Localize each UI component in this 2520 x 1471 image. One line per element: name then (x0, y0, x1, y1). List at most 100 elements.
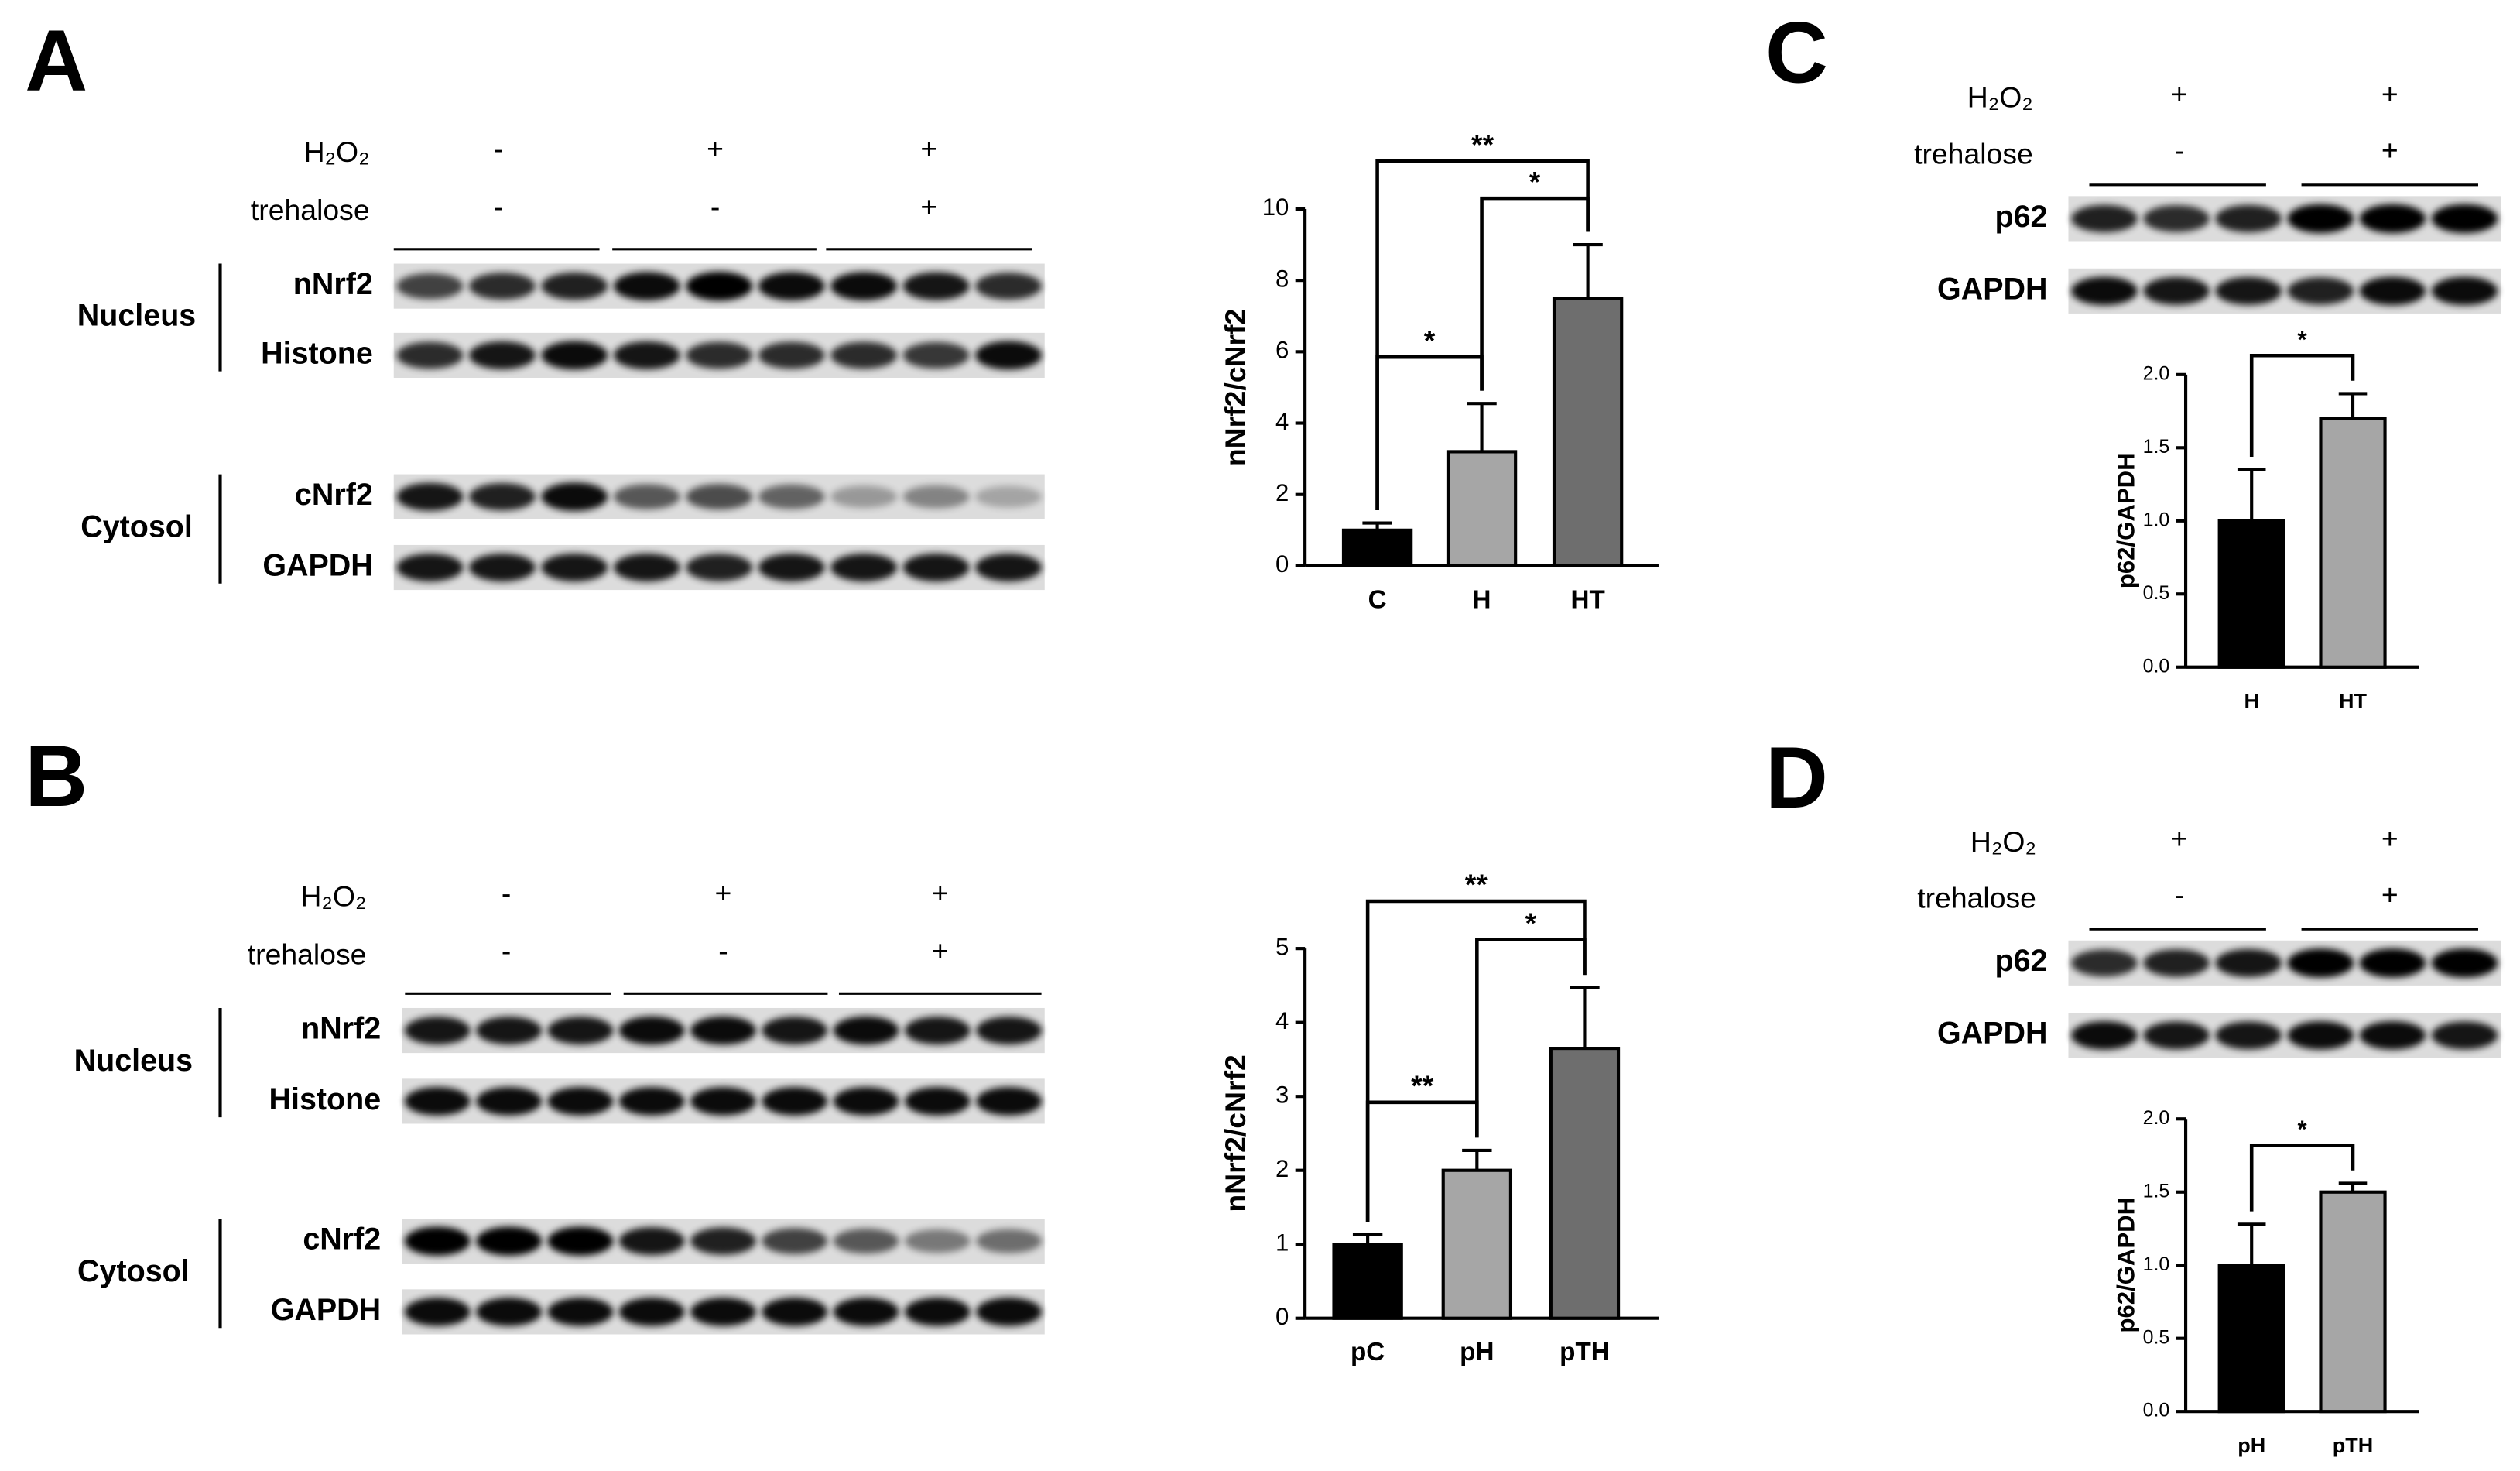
blot-band (2287, 277, 2354, 305)
x-tick-label: pH (1460, 1338, 1494, 1366)
blot-band (690, 1298, 756, 1326)
bar (1446, 450, 1518, 568)
blot-band (541, 341, 608, 370)
blot-band (975, 553, 1043, 582)
blot-band (618, 1226, 685, 1256)
blot-row-label: Histone (261, 336, 373, 370)
blot-band (686, 271, 753, 301)
panel-letter: A (25, 12, 87, 109)
blot-band (2431, 204, 2498, 234)
blot-band (468, 482, 536, 511)
blot-strip (2068, 268, 2501, 314)
error-bar (1462, 1148, 1492, 1171)
condition-sign: - (718, 934, 728, 967)
blot-band (2359, 204, 2426, 234)
blot-band (396, 341, 464, 369)
blot-band (904, 1016, 971, 1045)
y-tick-label: 4 (1275, 1007, 1289, 1034)
bar (2217, 519, 2285, 669)
condition-label: H₂O₂ (1970, 825, 2036, 858)
blot-band (541, 272, 608, 300)
blot-row-label: cNrf2 (295, 478, 373, 512)
blot-band (2071, 1020, 2138, 1050)
significance-bracket (1375, 159, 1590, 510)
condition-sign: + (2381, 822, 2398, 855)
error-bar (1570, 986, 1600, 1049)
panel-letter: B (25, 727, 87, 825)
blot-band (476, 1226, 543, 1256)
x-tick-label: pTH (2333, 1434, 2373, 1457)
blot-band (830, 553, 898, 582)
condition-sign: - (2175, 879, 2184, 911)
bar (1441, 1168, 1513, 1320)
blot-band (404, 1226, 471, 1256)
blot-band (902, 485, 970, 509)
y-tick-label: 1.0 (2143, 1253, 2170, 1275)
significance-label: * (1424, 324, 1436, 356)
blot-band (902, 341, 970, 369)
blot-band (2359, 276, 2426, 306)
condition-label: trehalose (248, 938, 367, 970)
blot-band (758, 272, 825, 300)
significance-label: * (2298, 1116, 2308, 1143)
condition-label: H₂O₂ (300, 880, 366, 913)
significance-label: ** (1411, 1069, 1434, 1102)
blot-band (396, 553, 464, 582)
blot-band (404, 1087, 471, 1116)
blot-band (758, 341, 825, 369)
y-axis-label: nNrf2/cNrf2 (1219, 309, 1251, 466)
blot-band (404, 1298, 471, 1326)
blot-band (904, 1298, 971, 1326)
blot-band (2431, 276, 2498, 306)
blot-band (396, 273, 464, 300)
blot-band (613, 341, 680, 369)
blot-band (2431, 948, 2498, 978)
panel-letter: C (1765, 3, 1828, 101)
y-axis-label: p62/GAPDH (2113, 453, 2140, 588)
blot-row-label: cNrf2 (303, 1222, 381, 1256)
blot-row-label: p62 (1995, 944, 2048, 978)
blot-band (2071, 204, 2138, 233)
blot-band (833, 1228, 899, 1254)
x-tick-label: C (1368, 585, 1387, 614)
y-tick-label: 5 (1275, 933, 1289, 960)
condition-label: H₂O₂ (1967, 81, 2033, 114)
blot-band (758, 484, 825, 509)
error-bar (2237, 1222, 2266, 1266)
blot-band (541, 553, 608, 582)
error-bar (2338, 1181, 2368, 1192)
significance-label: ** (1465, 868, 1488, 900)
y-tick-label: 1 (1275, 1229, 1289, 1256)
blot-band (976, 1298, 1043, 1326)
y-tick-label: 6 (1275, 337, 1289, 364)
x-tick-label: pTH (1560, 1338, 1610, 1366)
blot-band (2287, 204, 2354, 234)
blot-band (904, 1229, 971, 1253)
blot-band (613, 484, 680, 509)
blot-band (762, 1016, 828, 1045)
blot-band (904, 1087, 971, 1116)
condition-sign: + (932, 876, 949, 909)
group-label: Cytosol (80, 510, 193, 544)
y-tick-label: 3 (1275, 1081, 1289, 1108)
blot-band (547, 1298, 614, 1326)
bar (1332, 1243, 1403, 1320)
panel-letter: D (1765, 729, 1828, 826)
blot-strip (2068, 196, 2501, 242)
condition-sign: - (2175, 134, 2184, 166)
blot-band (2359, 948, 2426, 978)
bar (1552, 297, 1624, 568)
x-tick-label: H (2244, 690, 2258, 713)
y-axis-label: p62/GAPDH (2113, 1198, 2140, 1333)
blot-band (686, 341, 753, 369)
blot-band (690, 1016, 756, 1045)
condition-label: H₂O₂ (304, 135, 370, 168)
error-bar (1362, 521, 1392, 530)
significance-label: ** (1471, 128, 1495, 160)
condition-sign: + (2171, 822, 2188, 855)
condition-sign: - (710, 190, 720, 223)
significance-bracket (2249, 353, 2355, 458)
significance-label: * (1525, 907, 1537, 939)
condition-label: trehalose (1917, 882, 2036, 914)
